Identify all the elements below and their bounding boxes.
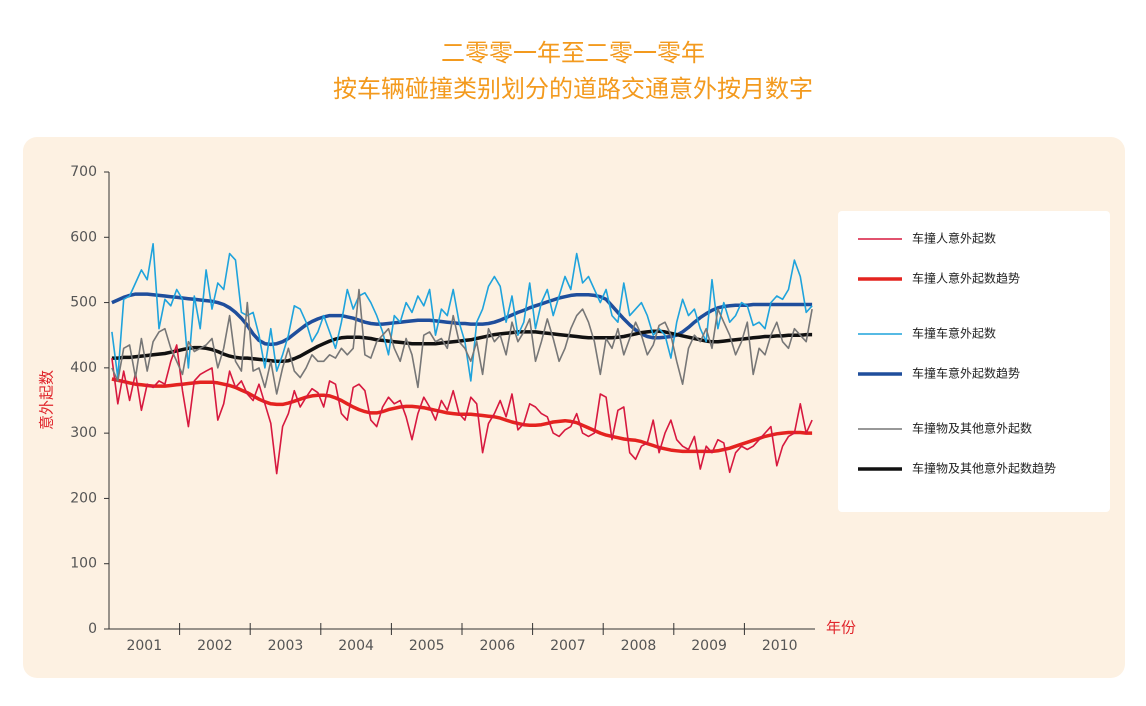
x-tick-label: 2004 [338,638,374,654]
trend-line [111,292,813,347]
y-tick-label: 100 [70,556,97,572]
chart-subtitle: 按车辆碰撞类别划分的道路交通意外按月数字 [333,75,813,103]
y-axis-label: 意外起数 [38,370,56,430]
x-tick-label: 2006 [479,638,515,654]
series-line [111,243,813,382]
x-tick-label: 2002 [197,638,233,654]
x-tick-label: 2010 [762,638,798,654]
legend-label: 车撞车意外起数趋势 [912,366,1020,381]
legend-label: 车撞人意外起数 [912,231,996,246]
x-tick-label: 2005 [409,638,445,654]
y-tick-label: 500 [70,295,97,311]
x-axis-label: 年份 [826,619,856,637]
y-tick-label: 700 [70,164,97,180]
legend-box [838,211,1110,512]
x-tick-label: 2007 [550,638,586,654]
legend-label: 车撞车意外起数 [912,326,996,341]
legend-label: 车撞物及其他意外起数趋势 [912,461,1056,476]
legend-label: 车撞物及其他意外起数 [912,421,1032,436]
chart-title: 二零零一年至二零一零年 [441,39,705,67]
series-line [111,288,813,395]
y-tick-label: 400 [70,360,97,376]
x-tick-label: 2009 [691,638,727,654]
series-line [111,344,813,475]
y-tick-label: 0 [88,621,97,637]
trend-line [111,377,813,454]
x-tick-label: 2008 [621,638,657,654]
y-tick-label: 300 [70,425,97,441]
legend-label: 车撞人意外起数趋势 [912,271,1020,286]
trend-line [111,329,813,364]
y-tick-label: 600 [70,229,97,245]
y-tick-label: 200 [70,490,97,506]
x-tick-label: 2003 [268,638,304,654]
x-tick-label: 2001 [126,638,162,654]
